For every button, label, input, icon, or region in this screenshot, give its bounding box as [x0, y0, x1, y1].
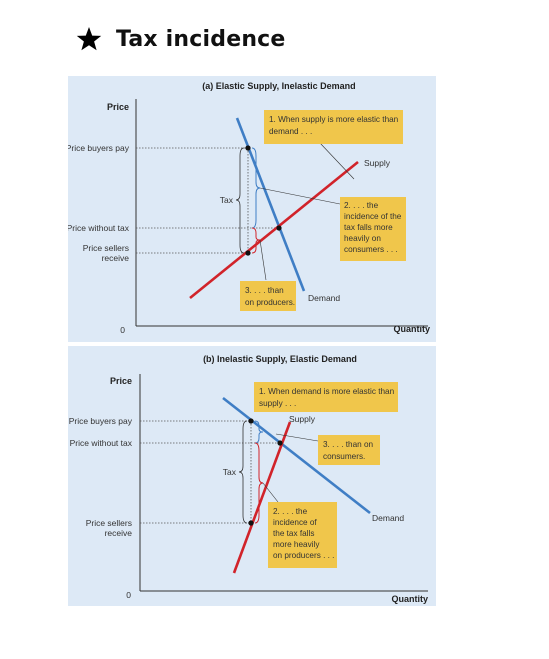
panel-b-note1: 1. When demand is more elastic than supp…: [254, 382, 398, 412]
panel-a-point-buyers: [245, 145, 251, 151]
panel-a-price-buyers-pay: Price buyers pay: [68, 143, 130, 153]
panel-b-note1-line2: supply . . .: [259, 399, 296, 408]
panel-a-note2-line5: consumers . . .: [344, 245, 398, 254]
panel-b-note1-line1: 1. When demand is more elastic than: [259, 387, 395, 396]
panel-b-note2: 2. . . . the incidence of the tax falls …: [268, 502, 337, 568]
panel-a-tax-brace: [235, 147, 245, 254]
panel-b-note3-box: [318, 435, 380, 465]
panel-a-title: (a) Elastic Supply, Inelastic Demand: [202, 81, 355, 91]
panel-a-note3-leader: [259, 239, 267, 281]
panel-b-buyers-brace: [254, 420, 264, 444]
panel-b-note3-line1: 3. . . . than on: [323, 440, 374, 449]
panel-b-tax-brace: [238, 420, 248, 524]
panel-b-point-equilibrium: [277, 440, 283, 446]
panel-a-note2-line4: heavily on: [344, 234, 381, 243]
panel-a-note2-leader: [259, 187, 341, 205]
panel-b: (b) Inelastic Supply, Elastic Demand Pri…: [68, 346, 436, 606]
panel-b-note2-line1: 2. . . . the: [273, 507, 308, 516]
panel-b-note2-line3: the tax falls: [273, 529, 314, 538]
panel-a-origin: 0: [120, 325, 125, 335]
panel-a-point-sellers: [245, 250, 251, 256]
panel-a-note2-box: [340, 197, 406, 261]
panel-a-note2-line2: incidence of the: [344, 212, 402, 221]
panel-b-supply-label: Supply: [289, 414, 316, 424]
panel-a-note1-leader: [319, 142, 355, 180]
panel-a-note3-box: [240, 281, 296, 311]
panel-a-note3: 3. . . . than on producers.: [240, 281, 296, 311]
panel-a-note2-line3: tax falls more: [344, 223, 393, 232]
panel-b-price-sellers-line1: Price sellers: [86, 518, 132, 528]
panel-a-point-equilibrium: [276, 225, 282, 231]
panel-b-title: (b) Inelastic Supply, Elastic Demand: [203, 354, 357, 364]
panel-a-supply-label: Supply: [364, 158, 391, 168]
panel-a-tax-label: Tax: [220, 195, 234, 205]
panel-b-price-without-tax: Price without tax: [70, 438, 133, 448]
panel-a-sellers-brace: [251, 227, 261, 254]
panel-a-note1-line1: 1. When supply is more elastic than: [269, 115, 399, 124]
panel-b-point-sellers: [248, 520, 254, 526]
panel-a-price-without-tax: Price without tax: [68, 223, 130, 233]
panel-a-note3-line1: 3. . . . than: [245, 286, 284, 295]
panel-a-price-sellers-line1: Price sellers: [83, 243, 129, 253]
panel-a-note1: 1. When supply is more elastic than dema…: [264, 110, 403, 144]
panel-b-origin: 0: [126, 590, 131, 600]
panel-b-note1-box: [254, 382, 398, 412]
panel-b-y-axis-label: Price: [110, 376, 132, 386]
heading: Tax incidence: [76, 22, 286, 56]
panel-b-note2-line2: incidence of: [273, 518, 317, 527]
panel-a-y-axis-label: Price: [107, 102, 129, 112]
panel-b-demand-curve: [222, 396, 371, 515]
page-title: Tax incidence: [116, 26, 286, 52]
panel-b-demand-label: Demand: [372, 513, 404, 523]
panel-b-price-buyers-pay: Price buyers pay: [69, 416, 133, 426]
panel-b-note3-leader: [275, 433, 319, 442]
panel-a-note3-line2: on producers.: [245, 298, 295, 307]
panel-a-note2-line1: 2. . . . the: [344, 201, 379, 210]
panel-b-price-sellers-line2: receive: [105, 528, 133, 538]
panel-a: (a) Elastic Supply, Inelastic Demand Pri…: [68, 76, 436, 342]
panel-b-x-axis-label: Quantity: [391, 594, 428, 604]
panel-b-note2-line4: more heavily: [273, 540, 320, 549]
star-icon: [76, 27, 102, 51]
panel-a-note2: 2. . . . the incidence of the tax falls …: [340, 197, 406, 261]
panel-b-note3-line2: consumers.: [323, 452, 365, 461]
panel-a-supply-curve: [189, 160, 359, 300]
panel-b-tax-label: Tax: [223, 467, 237, 477]
panel-b-point-buyers: [248, 418, 254, 424]
panel-a-x-axis-label: Quantity: [393, 324, 430, 334]
panel-b-note2-leader: [262, 482, 279, 503]
panel-a-note1-box: [264, 110, 403, 144]
panel-b-note2-line5: on producers . . .: [273, 551, 334, 560]
panel-a-note1-line2: demand . . .: [269, 127, 312, 136]
panel-a-demand-label: Demand: [308, 293, 340, 303]
panel-b-note2-box: [268, 502, 337, 568]
panel-a-price-sellers-line2: receive: [102, 253, 130, 263]
panel-b-note3: 3. . . . than on consumers.: [318, 435, 380, 465]
panel-b-supply-curve: [232, 421, 292, 574]
